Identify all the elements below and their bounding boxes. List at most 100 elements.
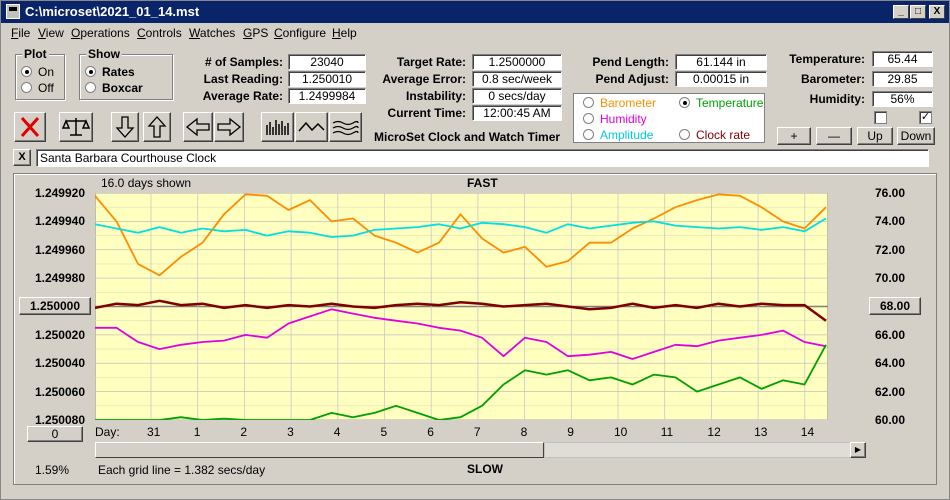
radio-icon [583, 113, 594, 124]
menu-gps[interactable]: GPS [243, 26, 269, 40]
chart-svg [95, 193, 828, 420]
plus-button[interactable]: + [777, 127, 811, 145]
barometer-series-radio[interactable]: Barometer [583, 96, 656, 110]
slow-label: SLOW [467, 462, 503, 476]
up-button[interactable]: Up [857, 127, 893, 145]
menu-controls[interactable]: Controls [137, 26, 182, 40]
down-button[interactable]: Down [897, 127, 935, 145]
menu-file[interactable]: File [11, 26, 31, 40]
temperature-value: 65.44 [872, 51, 933, 67]
temperature-series-radio[interactable]: Temperature [679, 96, 763, 110]
days-shown: 16.0 days shown [101, 176, 192, 190]
left-tick-label: 1.249920 [34, 186, 85, 200]
radio-icon [583, 129, 594, 140]
average-rate-label: Average Rate: [202, 89, 283, 103]
center-value-button[interactable]: 68.00 [869, 297, 921, 315]
right-tick-label: 76.00 [875, 186, 906, 200]
scale-icon [61, 118, 91, 136]
menu-help[interactable]: Help [332, 26, 357, 40]
center-rate-button[interactable]: 1.250000 [19, 297, 91, 315]
series-line-amplitude [95, 217, 827, 238]
minus-button[interactable]: — [816, 127, 852, 145]
day-tick-label: 5 [380, 425, 388, 439]
window-title: C:\microset\2021_01_14.mst [25, 4, 200, 19]
clock-name-input[interactable]: Santa Barbara Courthouse Clock [36, 149, 929, 167]
temperature-label: Temperature: [789, 52, 865, 66]
plot-on-radio[interactable]: On [21, 65, 54, 79]
day-tick-label: 6 [427, 425, 434, 439]
last-reading-label: Last Reading: [203, 72, 283, 86]
triangle-right-icon: ▶ [854, 445, 862, 454]
show-boxcar-radio[interactable]: Boxcar [85, 81, 143, 95]
humidity-series-label: Humidity [600, 112, 647, 126]
pend-length-value: 61.144 in [675, 54, 767, 70]
close-window-button[interactable]: X [929, 5, 945, 19]
balance-button[interactable] [59, 112, 93, 142]
arrow-up-icon [147, 116, 167, 138]
app-name: MicroSet Clock and Watch Timer [374, 130, 561, 144]
grid-note: Each grid line = 1.382 secs/day [98, 463, 266, 477]
day-tick-label: 11 [660, 425, 674, 439]
samples-label: # of Samples: [204, 55, 283, 69]
target-rate-value: 1.2500000 [472, 54, 562, 70]
clear-clock-name-button[interactable]: X [13, 149, 31, 166]
menu-operations[interactable]: Operations [71, 26, 130, 40]
left-tick-label: 1.250080 [34, 413, 85, 427]
maximize-button[interactable]: □ [910, 5, 926, 19]
day-tick-label: 7 [473, 425, 481, 439]
wave-graph-button[interactable] [329, 112, 362, 142]
bar-graph-button[interactable] [261, 112, 294, 142]
menu-watches[interactable]: Watches [189, 26, 236, 40]
arrow-right-button[interactable] [214, 112, 244, 142]
day-tick-label: 31 [147, 425, 161, 439]
line-graph-icon [298, 121, 325, 132]
right-tick-label: 62.00 [875, 384, 906, 399]
checkbox-left[interactable] [874, 111, 887, 124]
show-group-title: Show [86, 47, 122, 61]
chart-series [95, 193, 827, 420]
left-tick-label: 1.250040 [34, 356, 85, 371]
show-boxcar-label: Boxcar [102, 81, 143, 95]
checkbox-right[interactable]: ✓ [919, 111, 932, 124]
line-graph-button[interactable] [295, 112, 328, 142]
arrow-down-button[interactable] [111, 112, 139, 142]
arrow-left-icon [185, 117, 210, 137]
app-icon [6, 4, 20, 19]
menu-view[interactable]: View [38, 26, 64, 40]
day-tick-label: 1 [193, 425, 201, 439]
scrollbar-thumb[interactable] [95, 442, 544, 458]
instability-label: Instability: [405, 89, 466, 103]
samples-value: 23040 [288, 54, 366, 70]
arrow-up-button[interactable] [143, 112, 171, 142]
plot-off-radio[interactable]: Off [21, 81, 54, 95]
scroll-right-button[interactable]: ▶ [850, 442, 866, 458]
amplitude-series-radio[interactable]: Amplitude [583, 128, 653, 142]
fast-label: FAST [467, 176, 498, 190]
radio-icon [583, 97, 594, 108]
day-tick-label: 2 [240, 425, 248, 439]
right-tick-label: 66.00 [875, 327, 906, 342]
stop-button[interactable] [14, 112, 46, 142]
day-tick-label: 10 [614, 425, 628, 439]
show-group: Show [79, 47, 173, 100]
arrow-left-button[interactable] [183, 112, 213, 142]
series-line-clock-rate [95, 299, 827, 322]
menu-configure[interactable]: Configure [274, 26, 327, 40]
title-bar: C:\microset\2021_01_14.mst _ □ X [1, 1, 949, 23]
wave-graph-icon [332, 120, 359, 136]
barometer-series-label: Barometer [600, 96, 657, 110]
scrollbar-track[interactable] [544, 442, 866, 458]
series-selector [573, 93, 765, 143]
right-tick-label: 64.00 [875, 356, 906, 371]
minimize-button[interactable]: _ [893, 5, 909, 19]
show-rates-radio[interactable]: Rates [85, 65, 135, 79]
humidity-label: Humidity: [809, 92, 865, 106]
plot-off-label: Off [38, 81, 54, 95]
instability-value: 0 secs/day [472, 88, 562, 104]
radio-icon [679, 129, 690, 140]
zero-button[interactable]: 0 [27, 426, 83, 442]
bar-graph-icon [266, 120, 289, 135]
humidity-series-radio[interactable]: Humidity [583, 112, 647, 126]
clock-rate-series-radio[interactable]: Clock rate [679, 128, 750, 142]
